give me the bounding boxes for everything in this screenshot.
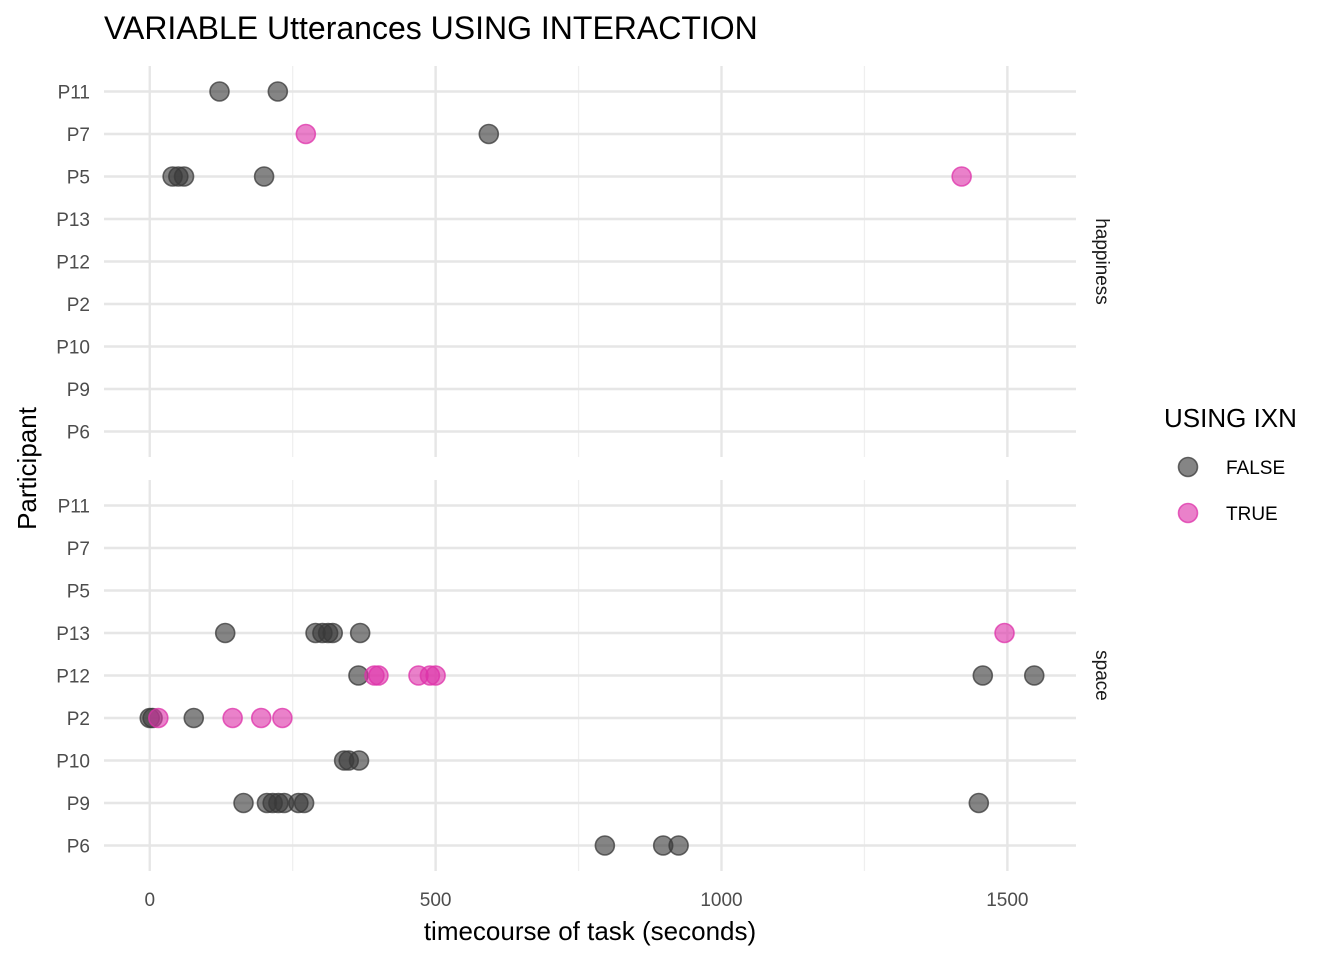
y-tick-label: P9 [67, 380, 90, 401]
x-tick-label: 500 [420, 890, 452, 911]
x-tick-label: 1500 [986, 890, 1028, 911]
y-tick-label: P7 [67, 539, 90, 560]
data-point [368, 665, 389, 686]
data-point [173, 166, 195, 187]
y-tick-label: P5 [67, 582, 90, 603]
data-point [348, 750, 370, 771]
data-point [293, 792, 315, 814]
y-tick-label: P12 [56, 253, 90, 274]
data-point [951, 166, 972, 187]
legend-key-true [1177, 502, 1199, 524]
y-tick-label: P2 [67, 709, 90, 730]
data-point [295, 123, 317, 145]
data-point [968, 792, 990, 814]
data-point [253, 166, 275, 187]
data-point [250, 707, 272, 729]
y-tick-label: P6 [67, 837, 90, 858]
data-point [272, 707, 293, 729]
y-tick-label: P10 [56, 338, 90, 359]
x-axis-title: timecourse of task (seconds) [424, 916, 756, 946]
facet-label-space: space [1091, 650, 1112, 701]
y-tick-label: P6 [67, 423, 90, 444]
y-tick-label: P11 [58, 497, 90, 518]
legend-title: USING IXN [1164, 403, 1297, 433]
y-tick-label: P12 [56, 667, 90, 688]
y-tick-label: P10 [56, 752, 90, 773]
legend-label-false: FALSE [1226, 458, 1285, 479]
x-tick-labels: 0 500 1000 1500 [144, 890, 1028, 911]
y-axis-title: Participant [12, 406, 42, 530]
facet-label-happiness: happiness [1091, 218, 1112, 305]
data-point [478, 123, 500, 145]
x-tick-label: 0 [144, 890, 155, 911]
data-point [972, 665, 994, 686]
panels-layer: P11P7P5P13P12P2P10P9P6happinessP11P7P5P1… [56, 66, 1112, 911]
data-point [349, 622, 371, 644]
data-point [994, 622, 1015, 644]
panel-happiness: P11 P7 P5 P13 P12 P2 P10 P9 P6 happiness [56, 66, 1112, 457]
legend-label-true: TRUE [1226, 504, 1278, 525]
data-point [668, 835, 689, 856]
x-tick-label: 1000 [700, 890, 742, 911]
y-tick-label: P11 [58, 83, 90, 104]
data-point [214, 622, 236, 644]
data-point [425, 665, 446, 686]
data-point [148, 707, 169, 729]
chart-title: VARIABLE Utterances USING INTERACTION [104, 10, 758, 46]
y-tick-label: P5 [67, 168, 90, 189]
data-point [209, 81, 230, 102]
y-tick-label: P13 [56, 624, 90, 645]
data-point [183, 707, 205, 729]
panel-space: P11 P7 P5 P13 P12 P2 P10 P9 P6 space [56, 480, 1112, 871]
data-point [222, 707, 243, 729]
legend-entries: FALSE TRUE [1177, 456, 1285, 525]
y-tick-label: P13 [56, 210, 90, 231]
y-tick-label: P9 [67, 794, 90, 815]
data-point [233, 792, 254, 814]
data-point [322, 622, 344, 644]
legend: USING IXN FALSE TRUE [1164, 403, 1297, 525]
data-point [267, 81, 289, 102]
legend-key-false [1177, 456, 1199, 478]
data-point [1023, 665, 1045, 686]
y-tick-label: P7 [67, 125, 90, 146]
data-point [594, 835, 616, 856]
y-tick-label: P2 [67, 295, 90, 316]
